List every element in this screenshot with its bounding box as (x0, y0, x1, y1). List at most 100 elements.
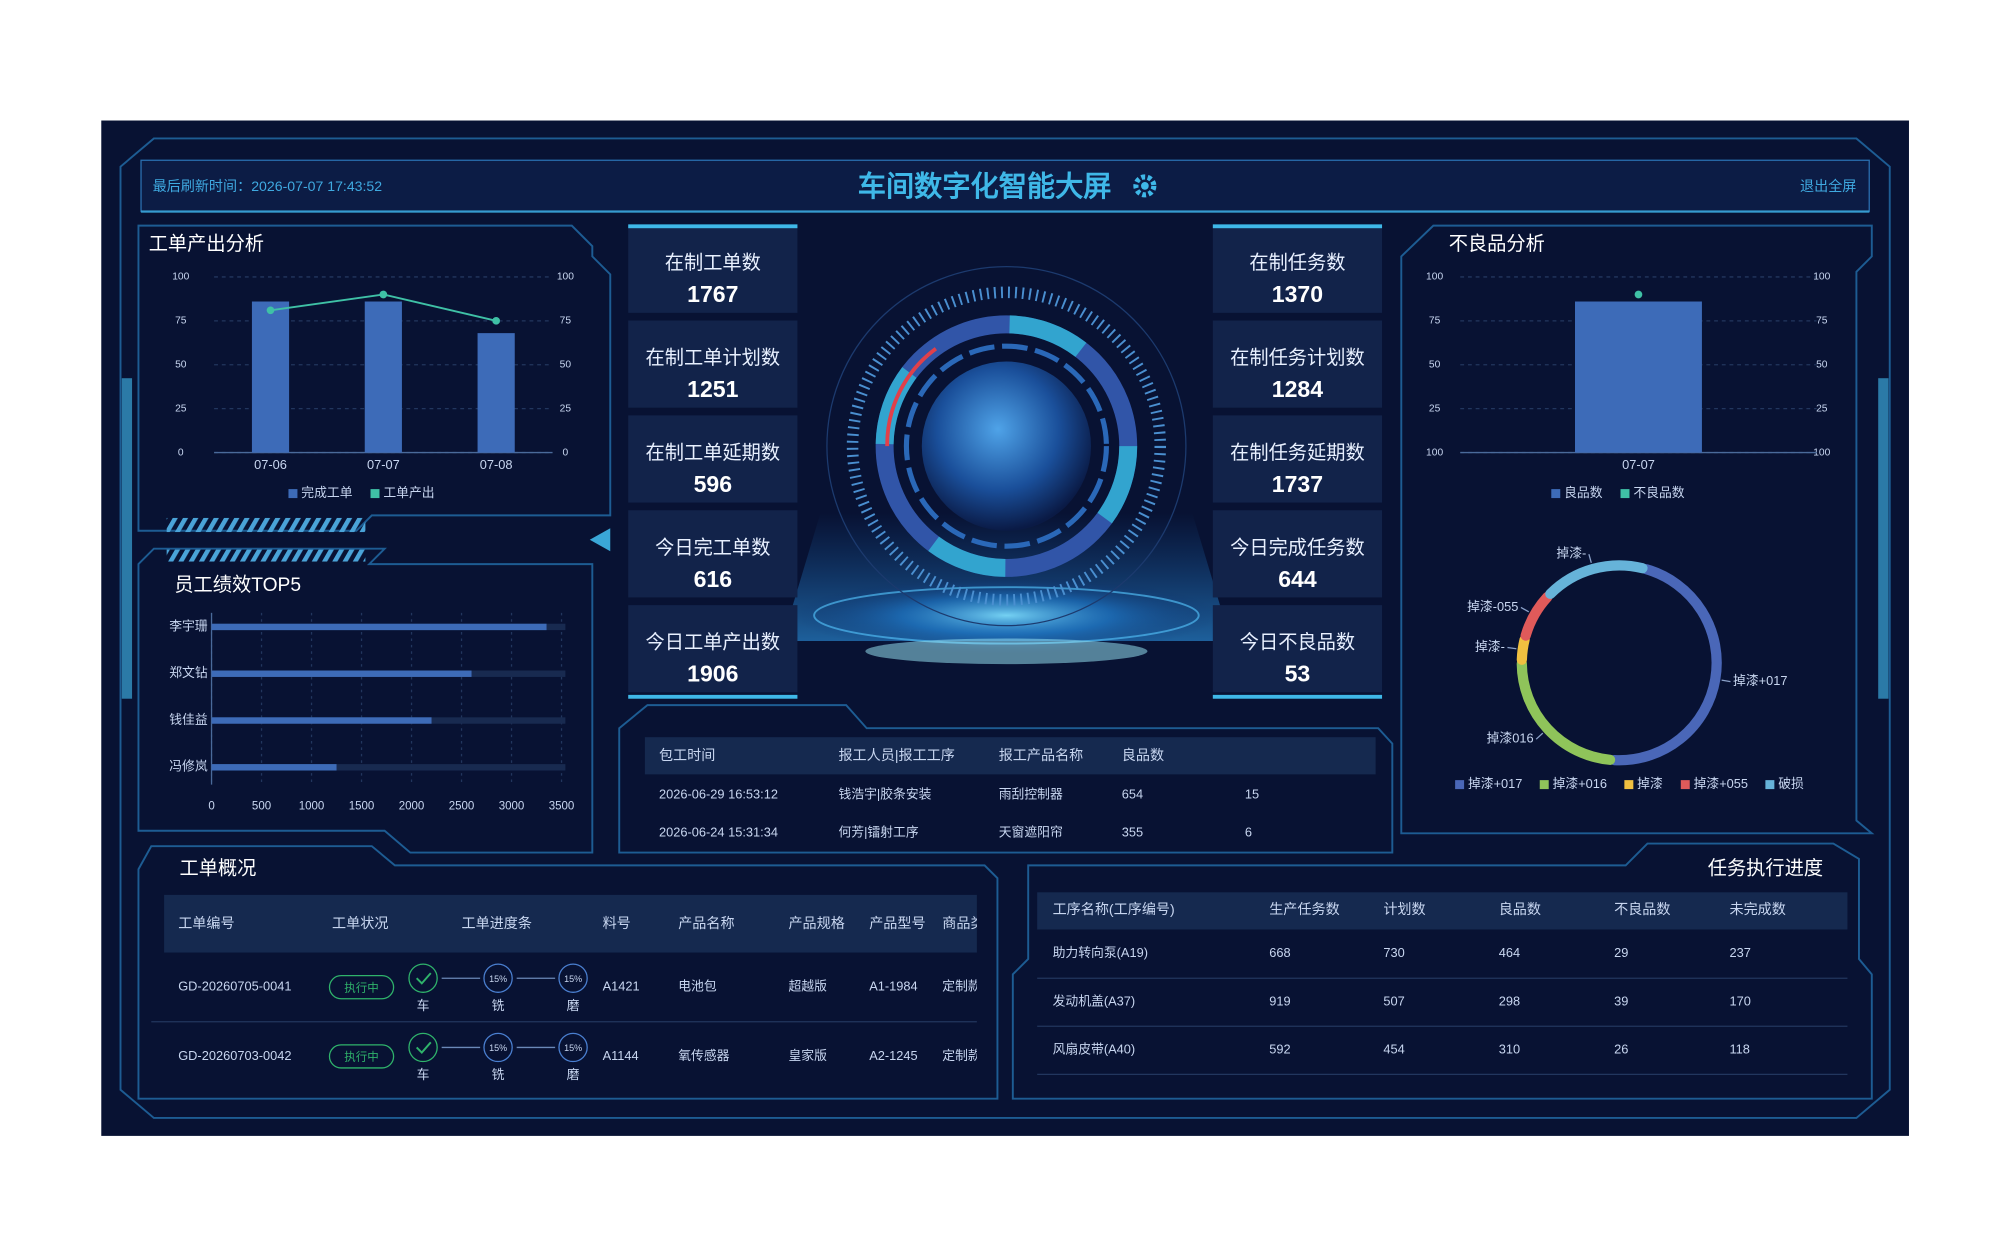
table-cell: A1421 (603, 979, 640, 994)
y2-tick-label: 75 (560, 316, 572, 327)
kpi-accent (1212, 694, 1383, 699)
x-tick-label: 2000 (399, 800, 425, 812)
x-tick-label: 3000 (499, 800, 525, 812)
table-cell: 定制款 (942, 979, 981, 994)
step-circle (408, 1032, 438, 1063)
pointer (589, 528, 611, 552)
status-pill (328, 975, 395, 1000)
side-bar (121, 378, 133, 699)
refresh-time: 最后刷新时间：2026-07-07 17:43:52 (153, 178, 383, 194)
bar (211, 717, 432, 724)
legend-swatch (1624, 780, 1634, 790)
panel-title: 工单产出分析 (149, 233, 264, 255)
y2-tick-label: 100 (557, 272, 574, 283)
column-header: 未完成数 (1729, 901, 1785, 917)
legend-swatch (370, 489, 380, 499)
column-header: 计划数 (1383, 901, 1425, 917)
step-check (415, 1041, 432, 1054)
table-cell: 风扇皮带(A40) (1053, 1041, 1136, 1056)
column-header: 工单编号 (178, 915, 234, 931)
kpi-accent (628, 224, 798, 229)
column-header: 报工人员|报工工序 (838, 747, 954, 763)
category-label: 钱佳益 (169, 712, 208, 727)
step-name: 铣 (492, 998, 505, 1013)
kpi-label: 在制任务数 (1249, 252, 1345, 274)
x-tick-label: 2500 (449, 800, 475, 812)
table-cell: A1-1984 (869, 979, 917, 994)
kpi-label: 在制工单延期数 (646, 442, 781, 464)
kpi-value: 616 (694, 566, 732, 592)
bar (251, 301, 290, 453)
panel-title: 员工绩效TOP5 (174, 574, 301, 596)
settings-icon[interactable] (1133, 174, 1157, 198)
table-cell: 皇家版 (788, 1048, 827, 1063)
slice-label: 掉漆+017 (1733, 673, 1788, 688)
table-cell: 电池包 (678, 979, 717, 994)
step-circle (558, 1032, 588, 1063)
step-circle (483, 1032, 513, 1063)
kpi-card (1212, 605, 1383, 693)
legend-swatch (1680, 780, 1690, 790)
table-cell: 355 (1122, 825, 1143, 840)
table-cell: 定制款 (942, 1048, 981, 1063)
category-label: 冯修岚 (169, 759, 208, 774)
slice-label: 掉漆-055 (1467, 599, 1518, 614)
table-cell: 730 (1383, 945, 1404, 960)
y-tick-label: 75 (1429, 316, 1441, 327)
donut-segment (1520, 591, 1553, 641)
table-header (644, 737, 1376, 775)
table-cell: 118 (1729, 1041, 1749, 1056)
kpi-card (1212, 415, 1383, 503)
slice-label: 掉漆016 (1487, 731, 1534, 746)
kpi-accent (1212, 224, 1383, 229)
x-tick-label: 1500 (349, 800, 375, 812)
panel-frame (137, 845, 999, 1100)
kpi-value: 1737 (1272, 471, 1323, 497)
table-cell: GD-20260703-0042 (178, 1048, 291, 1063)
side-bar (1878, 378, 1889, 699)
table-cell: 654 (1122, 786, 1143, 801)
column-header: 报工产品名称 (999, 747, 1084, 763)
bar (211, 623, 547, 631)
table-cell: 592 (1269, 1041, 1290, 1056)
page-title: 车间数字化智能大屏 (858, 170, 1112, 202)
table-cell: 298 (1499, 993, 1520, 1008)
y-tick-label: 0 (178, 447, 184, 458)
table-cell: GD-20260705-0041 (178, 979, 291, 994)
exit-fullscreen[interactable]: 退出全屏 (1800, 178, 1856, 194)
y2-tick-label: 50 (1816, 359, 1828, 370)
kpi-card (628, 225, 798, 313)
panel-title: 工单概况 (179, 857, 256, 879)
work-table: 商品类型不良品数工单编号工单状况工单进度条料号产品名称产品规格产品型号GD-20… (151, 894, 981, 1082)
kpi-label: 今日完工单数 (655, 537, 770, 559)
kpi-value: 53 (1285, 661, 1311, 687)
y2-tick-label: 25 (560, 403, 572, 414)
legend-swatch (1455, 780, 1465, 790)
leader-line (1535, 732, 1544, 740)
step-name: 车 (417, 998, 430, 1013)
table-cell: 6 (1245, 825, 1252, 840)
legend-label: 破损 (1778, 776, 1804, 791)
category-label: 郑文钻 (169, 665, 208, 680)
donut-segment (1516, 634, 1530, 665)
column-header: 良品数 (1122, 747, 1164, 763)
step-name: 车 (417, 1067, 430, 1082)
legend-label: 掉漆 (1637, 776, 1663, 791)
table-cell: 454 (1383, 1041, 1404, 1056)
step-progress: 15% (564, 974, 582, 984)
table-cell: 氧传感器 (678, 1048, 729, 1063)
kpi-value: 1370 (1272, 281, 1323, 307)
line-point (266, 306, 275, 315)
table-cell: 39 (1614, 993, 1628, 1008)
table-cell: 310 (1499, 1041, 1520, 1056)
table-cell: 天窗遮阳帘 (999, 825, 1063, 840)
y-tick-label: 50 (1429, 359, 1441, 370)
line-point (379, 290, 388, 299)
bar (211, 764, 337, 771)
leader-line (1507, 646, 1517, 650)
x-tick-label: 3500 (549, 800, 575, 812)
step-progress: 15% (564, 1043, 582, 1053)
kpi-accent (628, 694, 798, 699)
panel-frame (1400, 224, 1875, 835)
